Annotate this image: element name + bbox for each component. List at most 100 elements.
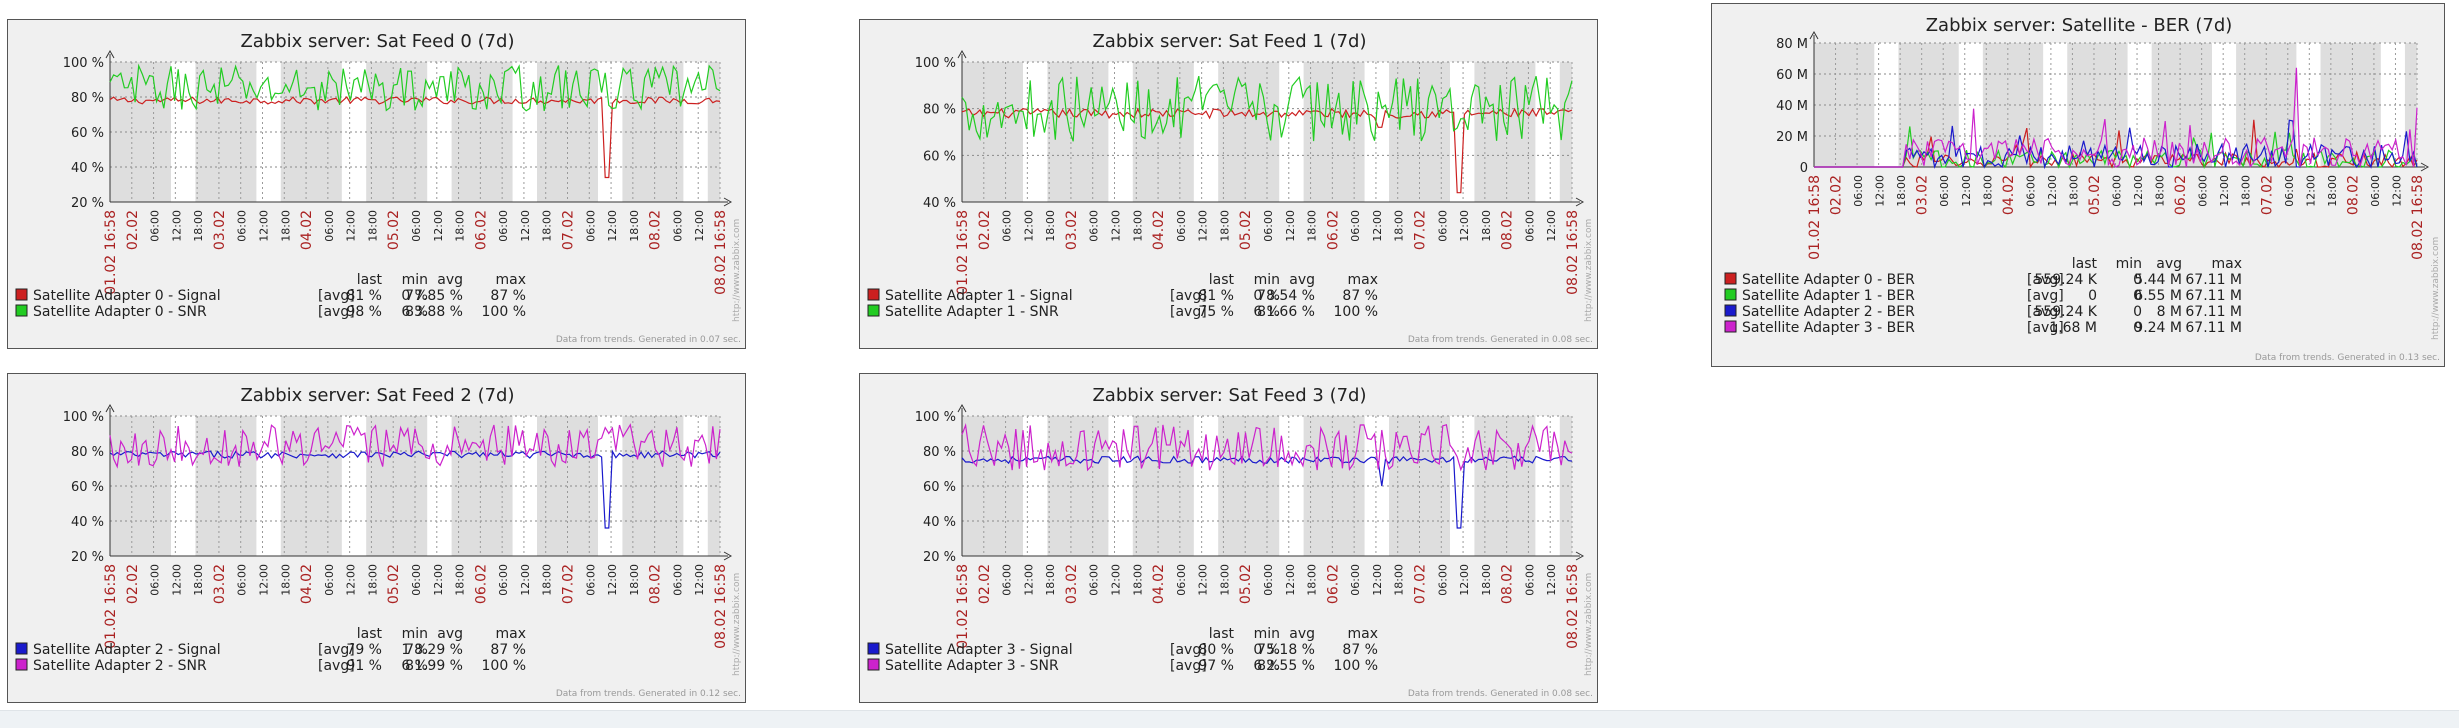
series-line xyxy=(1814,119,2418,170)
night-band xyxy=(1450,62,1475,202)
y-tick-label: 100 % xyxy=(63,56,104,71)
x-tick-label: 06:00 xyxy=(149,564,162,596)
legend-header-min: min xyxy=(1254,626,1280,642)
x-tick-label: 18:00 xyxy=(1981,175,1994,207)
x-tick-label: 18:00 xyxy=(1393,210,1406,242)
x-tick-label: 01.02 16:58 xyxy=(1807,175,1823,260)
legend-series-name: Satellite Adapter 3 - Signal xyxy=(885,642,1073,658)
x-tick-label: 12:00 xyxy=(1458,210,1471,242)
x-tick-label: 18:00 xyxy=(454,564,467,596)
legend-swatch xyxy=(1724,304,1737,317)
y-tick-label: 40 M xyxy=(1776,99,1808,114)
x-tick-label: 06:00 xyxy=(2111,175,2124,207)
x-tick-label: 12:00 xyxy=(1110,210,1123,242)
legend-swatch xyxy=(867,642,880,655)
legend-max: 100 % xyxy=(482,658,526,674)
legend-func: [avg] xyxy=(318,288,355,304)
legend-swatch xyxy=(1724,320,1737,333)
chart-svg: Zabbix server: Satellite - BER (7d) 0 20 M… xyxy=(1724,15,2441,363)
night-band xyxy=(1023,62,1048,202)
legend-min: 6 % xyxy=(401,304,428,320)
legend-header-last: last xyxy=(1209,272,1235,288)
legend-max: 100 % xyxy=(1334,658,1378,674)
x-tick-label: 18:00 xyxy=(628,564,641,596)
x-tick-label: 03.02 xyxy=(1064,210,1080,250)
generated-note: Data from trends. Generated in 0.13 sec. xyxy=(2255,353,2440,363)
graph-sat-feed-1[interactable]: Zabbix server: Sat Feed 1 (7d) 40 % 60 % 80… xyxy=(859,19,1598,349)
legend-min: 0 xyxy=(2133,304,2142,320)
y-tick-label: 60 % xyxy=(923,480,956,495)
legend-swatch xyxy=(15,288,28,301)
legend-header-max: max xyxy=(495,626,526,642)
legend-series-name: Satellite Adapter 3 - SNR xyxy=(885,658,1059,674)
legend-func: [avg] xyxy=(318,642,355,658)
x-tick-label: 05.02 xyxy=(1238,210,1254,250)
y-tick-label: 80 % xyxy=(923,103,956,118)
legend-avg: 83.88 % xyxy=(405,304,463,320)
x-tick-label: 12:00 xyxy=(432,564,445,596)
footer-bar xyxy=(0,710,2459,728)
x-tick-label: 12:00 xyxy=(1197,210,1210,242)
y-tick-label: 20 M xyxy=(1776,130,1808,145)
legend-header-last: last xyxy=(1209,626,1235,642)
x-tick-label: 06:00 xyxy=(1436,564,1449,596)
graph-sat-feed-0[interactable]: Zabbix server: Sat Feed 0 (7d) 20 % 40 % 60… xyxy=(7,19,746,349)
legend-series-name: Satellite Adapter 1 - BER xyxy=(1742,288,1915,304)
x-tick-label: 06.02 xyxy=(473,564,489,604)
graph-sat-feed-3[interactable]: Zabbix server: Sat Feed 3 (7d) 20 % 40 % 60… xyxy=(859,373,1598,703)
graph-sat-feed-2[interactable]: Zabbix server: Sat Feed 2 (7d) 20 % 40 % 60… xyxy=(7,373,746,703)
legend-min: 0 % xyxy=(1253,288,1280,304)
x-tick-label: 01.02 16:58 xyxy=(955,210,971,295)
legend-avg: 75.18 % xyxy=(1257,642,1315,658)
x-tick-label: 18:00 xyxy=(1480,210,1493,242)
x-tick-label: 04.02 xyxy=(299,210,315,250)
chart-title: Zabbix server: Sat Feed 3 (7d) xyxy=(1092,385,1366,406)
legend-max: 100 % xyxy=(482,304,526,320)
x-tick-label: 03.02 xyxy=(1915,175,1931,215)
x-tick-label: 07.02 xyxy=(561,210,577,250)
legend-avg: 78.29 % xyxy=(405,642,463,658)
x-tick-label: 18:00 xyxy=(2326,175,2339,207)
x-tick-label: 18:00 xyxy=(628,210,641,242)
legend-series-name: Satellite Adapter 2 - Signal xyxy=(33,642,221,658)
legend-func: [avg] xyxy=(2027,272,2064,288)
y-axis-arrow xyxy=(1809,30,1819,40)
x-tick-label: 18:00 xyxy=(1044,564,1057,596)
legend-avg: 8 M xyxy=(2157,304,2182,320)
x-tick-label: 12:00 xyxy=(606,564,619,596)
x-tick-label: 06:00 xyxy=(2369,175,2382,207)
x-tick-label: 18:00 xyxy=(279,210,292,242)
legend-header-min: min xyxy=(1254,272,1280,288)
x-tick-label: 12:00 xyxy=(2218,175,2231,207)
x-tick-label: 12:00 xyxy=(345,564,358,596)
legend-max: 87 % xyxy=(1342,288,1378,304)
y-axis-arrow xyxy=(957,49,967,59)
y-tick-label: 40 % xyxy=(923,196,956,211)
x-tick-label: 06:00 xyxy=(1088,210,1101,242)
generated-note: Data from trends. Generated in 0.12 sec. xyxy=(556,689,741,699)
x-tick-label: 12:00 xyxy=(1284,210,1297,242)
generated-note: Data from trends. Generated in 0.08 sec. xyxy=(1408,335,1593,345)
legend-swatch xyxy=(1724,272,1737,285)
graph-satellite-ber[interactable]: Zabbix server: Satellite - BER (7d) 0 20 M… xyxy=(1711,3,2445,367)
x-tick-label: 05.02 xyxy=(386,564,402,604)
legend-header-avg: avg xyxy=(1289,272,1315,288)
x-tick-label: 01.02 16:58 xyxy=(955,564,971,649)
legend-func: [avg] xyxy=(1170,658,1207,674)
x-tick-label: 06:00 xyxy=(671,210,684,242)
x-tick-label: 02.02 xyxy=(125,210,141,250)
legend-last: 559.24 K xyxy=(2034,304,2097,320)
legend-min: 0 xyxy=(2133,272,2142,288)
x-tick-label: 06:00 xyxy=(1088,564,1101,596)
legend-last: 81 % xyxy=(346,288,382,304)
legend-max: 67.11 M xyxy=(2185,304,2242,320)
y-tick-label: 0 xyxy=(1800,161,1808,176)
legend-max: 67.11 M xyxy=(2185,320,2242,336)
x-tick-label: 08.02 xyxy=(648,564,664,604)
legend-last: 559.24 K xyxy=(2034,272,2097,288)
y-tick-label: 100 % xyxy=(915,56,956,71)
y-tick-label: 20 % xyxy=(71,196,104,211)
y-axis-arrow xyxy=(105,49,115,59)
x-tick-label: 06:00 xyxy=(2024,175,2037,207)
x-tick-label: 12:00 xyxy=(2390,175,2403,207)
